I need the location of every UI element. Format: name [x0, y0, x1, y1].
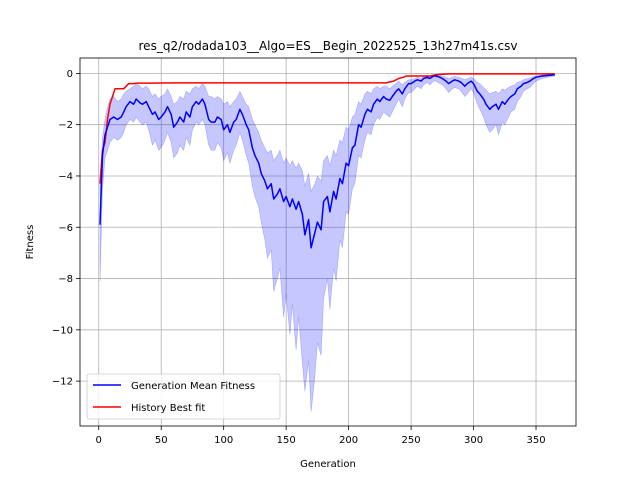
x-tick-label: 0: [96, 435, 102, 446]
x-tick-label: 150: [277, 435, 296, 446]
line-layer: [99, 73, 555, 249]
x-tick-label: 50: [155, 435, 168, 446]
series-line-mean: [99, 73, 555, 249]
x-tick-label: 300: [464, 435, 483, 446]
x-ticks: 0 50 100 150 200 250 300 350: [96, 426, 546, 446]
x-tick-label: 250: [402, 435, 421, 446]
y-tick-label: −10: [52, 325, 73, 336]
y-tick-label: −6: [58, 223, 73, 234]
chart-title: res_q2/rodada103__Algo=ES__Begin_2022525…: [139, 39, 518, 53]
x-tick-label: 350: [526, 435, 545, 446]
y-tick-label: 0: [67, 69, 73, 80]
x-tick-label: 200: [339, 435, 358, 446]
grid: [80, 58, 576, 426]
plot-frame: [79, 57, 577, 427]
std-band: [99, 73, 556, 412]
y-tick-label: −12: [52, 377, 73, 388]
legend: Generation Mean Fitness History Best fit: [86, 373, 281, 420]
y-tick-label: −4: [58, 171, 73, 182]
legend-box: [86, 373, 281, 420]
y-ticks: 0 −2 −4 −6 −8 −10 −12: [52, 69, 80, 388]
x-axis-label: Generation: [300, 459, 356, 470]
legend-label-mean: Generation Mean Fitness: [131, 381, 255, 392]
band-layer: [99, 73, 556, 412]
series-line-best: [99, 73, 555, 184]
legend-label-best: History Best fit: [131, 403, 205, 414]
y-axis-label: Fitness: [25, 225, 36, 260]
x-tick-label: 100: [214, 435, 233, 446]
y-tick-label: −2: [58, 120, 73, 131]
y-tick-label: −8: [58, 274, 73, 285]
